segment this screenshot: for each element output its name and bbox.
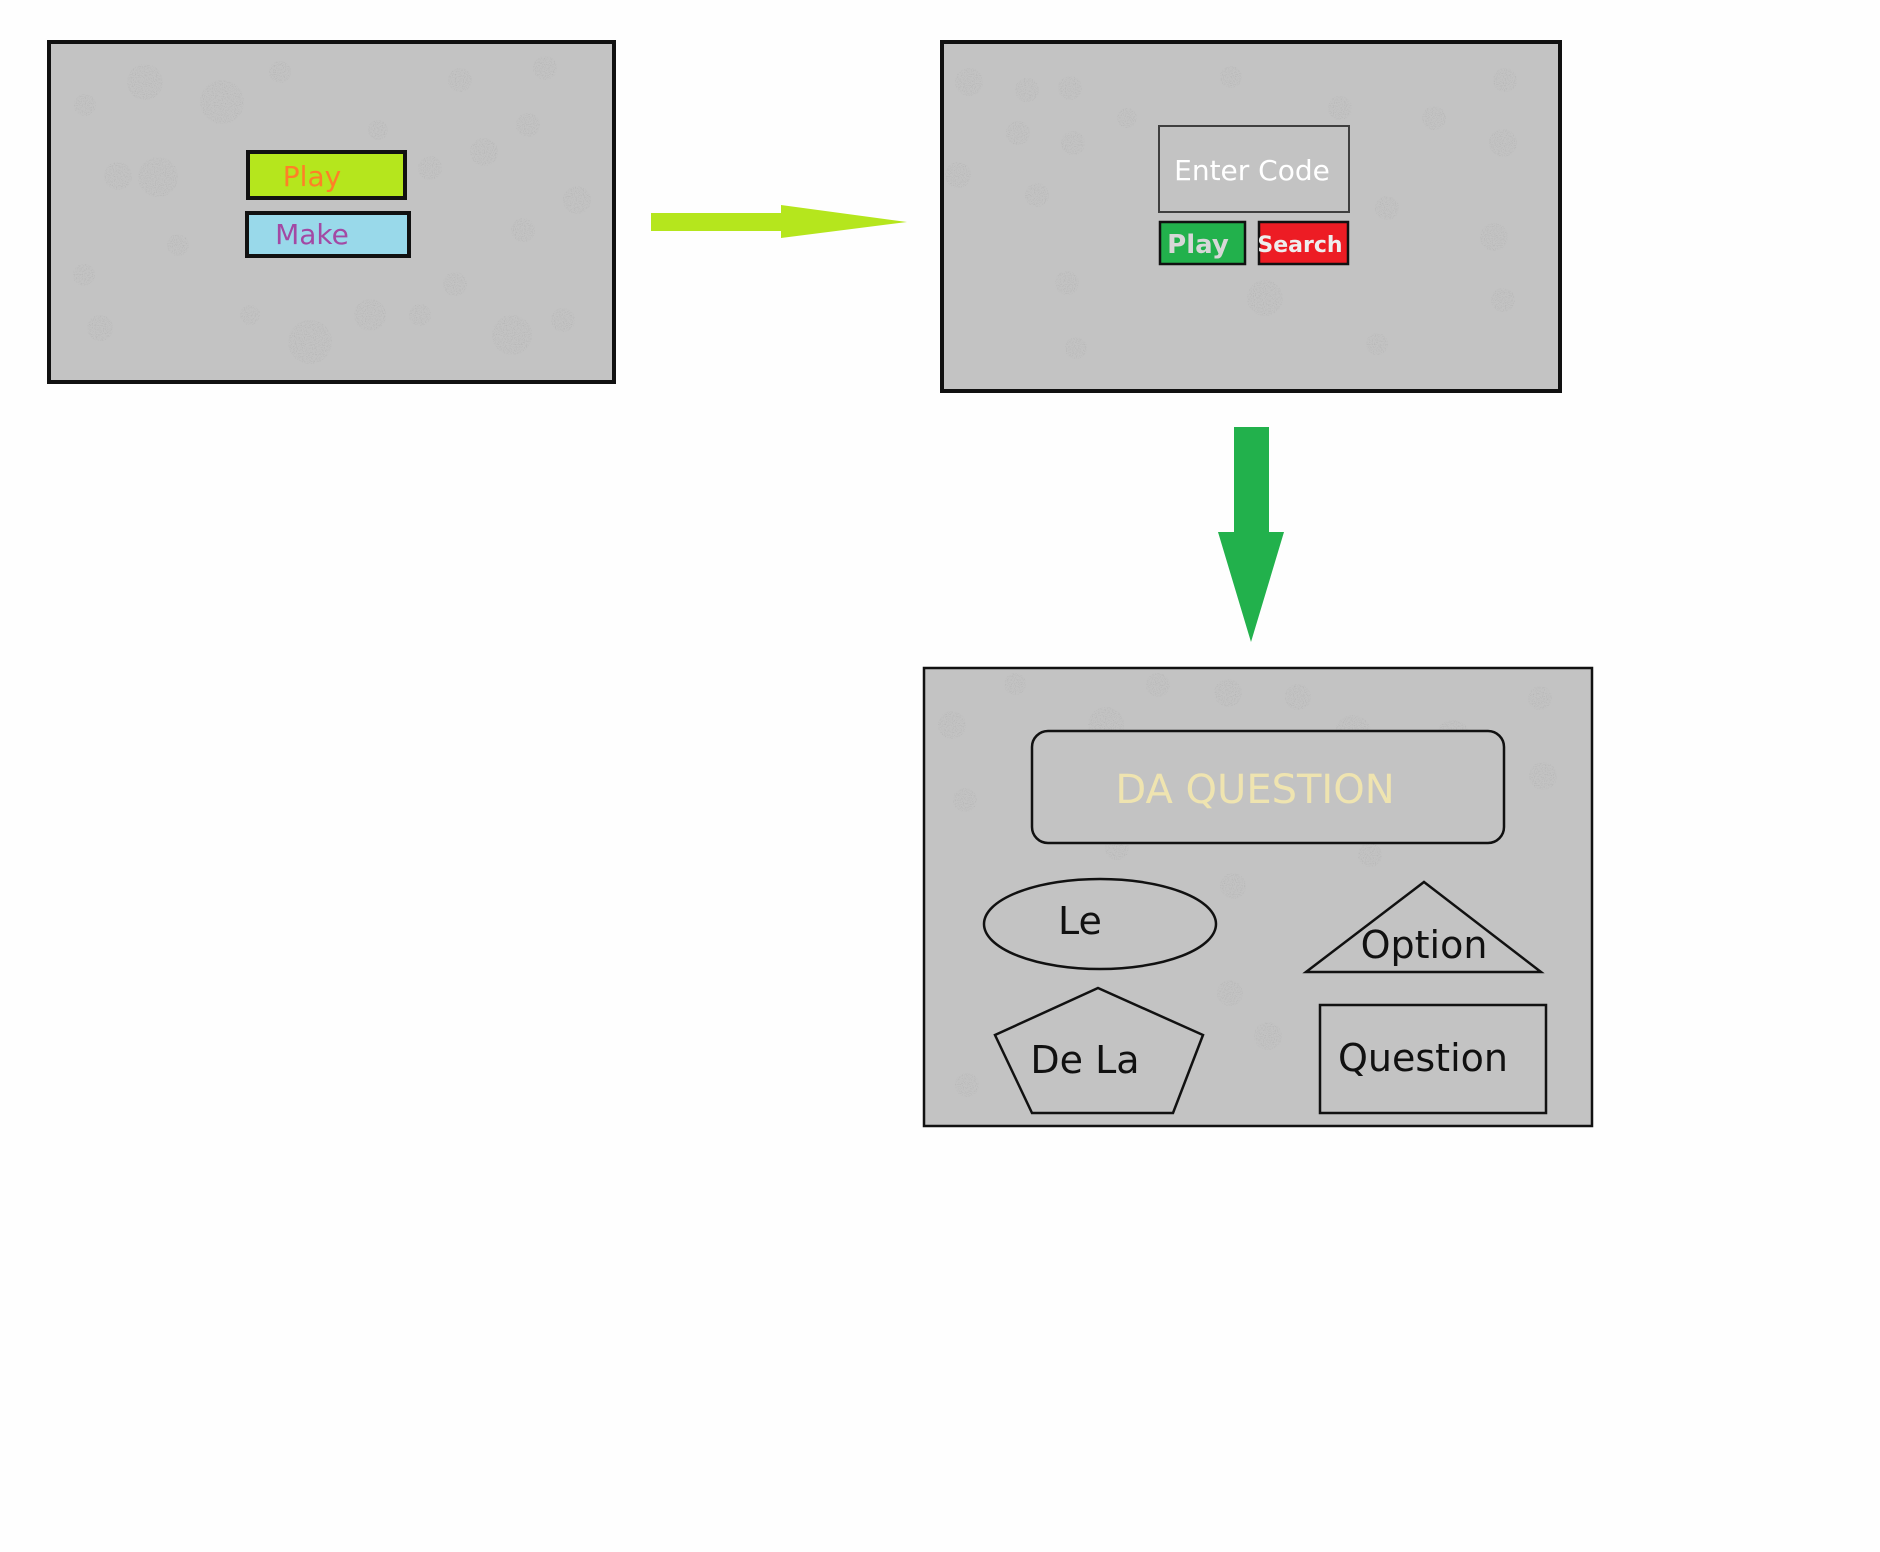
speckle-texture	[73, 56, 591, 364]
join-game-screen: Enter Code Play Search	[940, 40, 1562, 393]
answer-option-triangle-label: Option	[1361, 923, 1488, 967]
play-button[interactable]: Play	[246, 150, 407, 200]
play-button[interactable]: Play	[1158, 220, 1247, 266]
answer-option-ellipse-label: Le	[1058, 899, 1102, 943]
join-game-panel	[940, 40, 1562, 393]
down-arrow-icon	[1218, 427, 1284, 642]
enter-code-text: Enter Code	[1174, 154, 1330, 187]
search-button[interactable]: Search	[1257, 220, 1350, 266]
enter-code-field[interactable]: Enter Code	[1158, 125, 1350, 213]
make-button-label: Make	[275, 218, 349, 251]
answer-option-rectangle[interactable]: Question	[1318, 1003, 1548, 1115]
play-button-label: Play	[283, 160, 341, 193]
question-screen: DA QUESTION Le Option De La Question	[922, 666, 1594, 1128]
question-box: DA QUESTION	[1030, 729, 1506, 845]
answer-option-rectangle-label: Question	[1338, 1036, 1508, 1080]
answer-option-pentagon-label: De La	[1030, 1038, 1139, 1082]
right-arrow-icon	[651, 205, 907, 238]
answer-option-triangle[interactable]: Option	[1302, 880, 1545, 974]
question-text: DA QUESTION	[1115, 767, 1394, 813]
play-button-label: Play	[1167, 230, 1229, 260]
main-menu-screen: Play Make	[47, 40, 616, 384]
search-button-label: Search	[1257, 233, 1342, 258]
make-button[interactable]: Make	[245, 211, 411, 258]
answer-option-pentagon[interactable]: De La	[993, 986, 1205, 1115]
speckle-texture	[945, 66, 1517, 359]
answer-option-ellipse[interactable]: Le	[982, 877, 1218, 971]
